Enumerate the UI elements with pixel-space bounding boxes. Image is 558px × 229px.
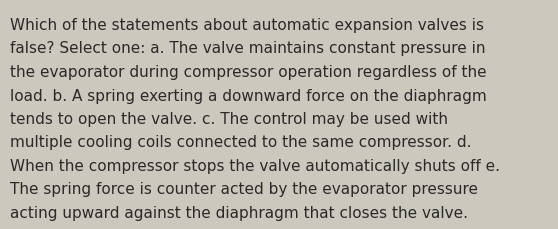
Text: false? Select one: a. The valve maintains constant pressure in: false? Select one: a. The valve maintain… xyxy=(10,41,485,56)
Text: load. b. A spring exerting a downward force on the diaphragm: load. b. A spring exerting a downward fo… xyxy=(10,88,487,103)
Text: Which of the statements about automatic expansion valves is: Which of the statements about automatic … xyxy=(10,18,484,33)
Text: multiple cooling coils connected to the same compressor. d.: multiple cooling coils connected to the … xyxy=(10,135,472,150)
Text: the evaporator during compressor operation regardless of the: the evaporator during compressor operati… xyxy=(10,65,487,80)
Text: When the compressor stops the valve automatically shuts off e.: When the compressor stops the valve auto… xyxy=(10,158,500,173)
Text: acting upward against the diaphragm that closes the valve.: acting upward against the diaphragm that… xyxy=(10,205,468,220)
Text: The spring force is counter acted by the evaporator pressure: The spring force is counter acted by the… xyxy=(10,182,478,197)
Text: tends to open the valve. c. The control may be used with: tends to open the valve. c. The control … xyxy=(10,112,448,126)
